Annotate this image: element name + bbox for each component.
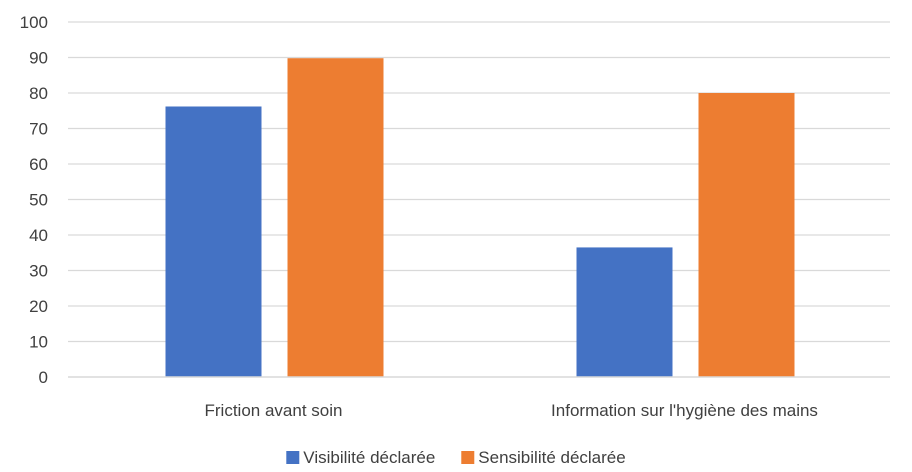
bar-visibilite-1 — [165, 106, 262, 378]
legend-swatch-visibilite — [286, 451, 300, 464]
legend-swatch-sensibilite — [461, 451, 475, 464]
y-axis-tick-labels: 0 10 20 30 40 50 60 70 80 90 100 — [20, 13, 48, 387]
y-tick-label: 70 — [29, 120, 48, 139]
y-tick-label: 90 — [29, 49, 48, 68]
bar-sensibilite-1 — [287, 58, 384, 378]
y-tick-label: 80 — [29, 84, 48, 103]
legend-label: Visibilité déclarée — [303, 448, 435, 467]
x-axis-category-labels: Friction avant soin Information sur l'hyg… — [205, 401, 818, 420]
y-tick-label: 0 — [39, 368, 48, 387]
x-category-label: Friction avant soin — [205, 401, 343, 420]
bars — [165, 58, 795, 378]
y-tick-label: 60 — [29, 155, 48, 174]
bar-visibilite-2 — [576, 247, 673, 377]
y-tick-label: 10 — [29, 333, 48, 352]
x-category-label: Information sur l'hygiène des mains — [551, 401, 818, 420]
legend: Visibilité déclarée Sensibilité déclarée — [286, 448, 626, 467]
y-tick-label: 100 — [20, 13, 48, 32]
bar-sensibilite-2 — [698, 93, 795, 377]
legend-label: Sensibilité déclarée — [478, 448, 625, 467]
y-tick-label: 20 — [29, 297, 48, 316]
y-tick-label: 40 — [29, 226, 48, 245]
y-tick-label: 50 — [29, 191, 48, 210]
y-tick-label: 30 — [29, 262, 48, 281]
